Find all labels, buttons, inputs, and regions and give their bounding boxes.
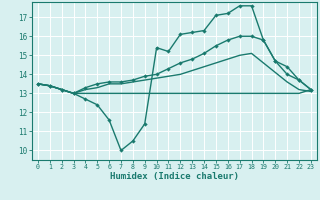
- X-axis label: Humidex (Indice chaleur): Humidex (Indice chaleur): [110, 172, 239, 181]
